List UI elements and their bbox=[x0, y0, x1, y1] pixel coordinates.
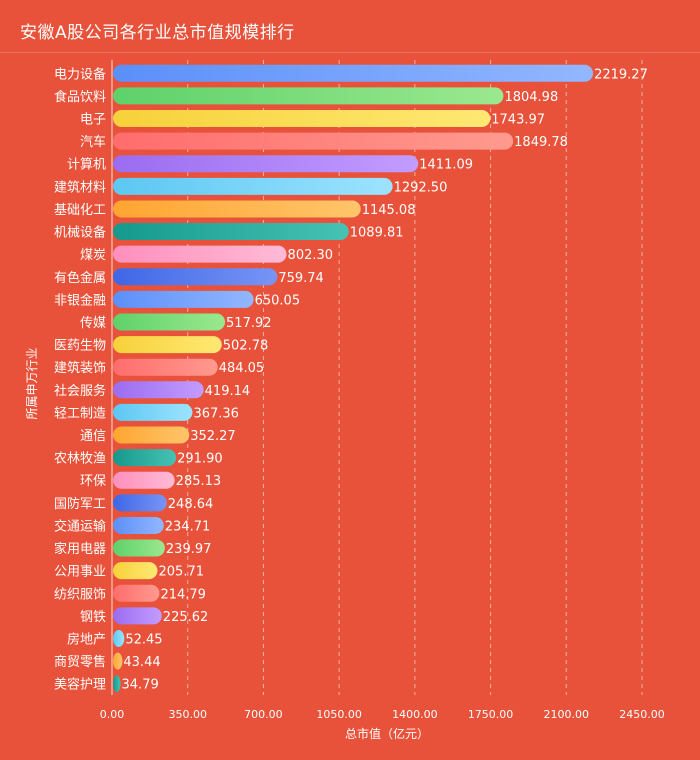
category-label: 国防军工 bbox=[54, 496, 106, 512]
y-axis-title: 所属申万行业 bbox=[25, 347, 39, 419]
bar bbox=[113, 652, 123, 670]
value-label: 291.90 bbox=[177, 452, 223, 467]
value-label: 225.62 bbox=[163, 610, 209, 625]
bar bbox=[113, 629, 125, 647]
category-label: 通信 bbox=[80, 429, 106, 444]
bar bbox=[113, 494, 167, 512]
x-tick-label: 1050.00 bbox=[316, 708, 362, 721]
value-label: 214.79 bbox=[160, 587, 206, 602]
chart-title: 安徽A股公司各行业总市值规模排行 bbox=[20, 23, 295, 43]
value-label: 239.97 bbox=[166, 542, 212, 557]
category-label: 有色金属 bbox=[54, 270, 106, 286]
category-label: 商贸零售 bbox=[54, 654, 106, 670]
value-label: 1089.81 bbox=[350, 226, 404, 241]
bar bbox=[113, 358, 218, 376]
category-label: 煤炭 bbox=[80, 248, 106, 263]
x-tick-label: 1750.00 bbox=[468, 708, 514, 721]
bar bbox=[113, 223, 349, 241]
category-label: 环保 bbox=[80, 474, 106, 489]
value-label: 759.74 bbox=[278, 271, 324, 286]
x-axis-title: 总市值（亿元） bbox=[345, 726, 429, 741]
category-label: 医药生物 bbox=[54, 339, 106, 354]
bar bbox=[113, 584, 160, 602]
category-label: 传媒 bbox=[80, 316, 106, 331]
x-tick-label: 0.00 bbox=[100, 708, 125, 721]
value-label: 34.79 bbox=[122, 678, 159, 693]
value-label: 1292.50 bbox=[394, 180, 448, 195]
value-label: 2219.27 bbox=[594, 67, 648, 82]
bar bbox=[113, 245, 287, 263]
bar bbox=[113, 381, 204, 399]
bar bbox=[113, 200, 361, 218]
bar bbox=[113, 449, 177, 467]
bar bbox=[113, 155, 419, 173]
bar bbox=[113, 607, 162, 625]
bar bbox=[113, 675, 121, 693]
value-label: 367.36 bbox=[193, 406, 239, 421]
value-label: 43.44 bbox=[123, 655, 160, 670]
bar bbox=[113, 64, 594, 82]
bar bbox=[113, 403, 193, 421]
category-label: 公用事业 bbox=[54, 565, 106, 580]
bar bbox=[113, 290, 254, 308]
value-label: 352.27 bbox=[190, 429, 236, 444]
category-label: 汽车 bbox=[80, 134, 106, 150]
value-label: 502.78 bbox=[223, 339, 269, 354]
value-label: 1743.97 bbox=[491, 113, 545, 128]
bar bbox=[113, 268, 278, 286]
value-label: 650.05 bbox=[255, 293, 300, 308]
category-label: 基础化工 bbox=[54, 203, 106, 218]
value-label: 1804.98 bbox=[504, 90, 558, 105]
x-tick-label: 1400.00 bbox=[392, 708, 438, 721]
category-label: 家用电器 bbox=[54, 541, 106, 557]
value-label: 234.71 bbox=[165, 519, 211, 534]
value-label: 419.14 bbox=[205, 384, 251, 399]
x-tick-label: 350.00 bbox=[168, 708, 207, 721]
bar bbox=[113, 110, 491, 128]
bar bbox=[113, 87, 504, 105]
title-divider bbox=[0, 52, 700, 53]
value-label: 52.45 bbox=[125, 632, 162, 647]
category-label: 食品饮料 bbox=[54, 89, 106, 105]
category-label: 纺织服饰 bbox=[54, 587, 106, 602]
value-label: 802.30 bbox=[288, 248, 334, 263]
bar bbox=[113, 471, 175, 489]
bar bbox=[113, 132, 514, 150]
category-label: 房地产 bbox=[67, 631, 106, 647]
category-label: 美容护理 bbox=[54, 677, 106, 693]
category-label: 电力设备 bbox=[54, 66, 106, 82]
category-label: 社会服务 bbox=[54, 383, 106, 399]
x-tick-label: 2100.00 bbox=[544, 708, 590, 721]
category-label: 电子 bbox=[80, 113, 106, 128]
bar bbox=[113, 516, 164, 534]
value-label: 285.13 bbox=[176, 474, 222, 489]
value-label: 205.71 bbox=[159, 565, 205, 580]
category-label: 建筑材料 bbox=[54, 179, 106, 195]
bar bbox=[113, 313, 226, 331]
bar bbox=[113, 177, 393, 195]
category-label: 农林牧渔 bbox=[54, 452, 106, 467]
x-tick-label: 700.00 bbox=[244, 708, 283, 721]
value-label: 248.64 bbox=[168, 497, 214, 512]
bar bbox=[113, 539, 165, 557]
value-label: 1145.08 bbox=[362, 203, 416, 218]
bar bbox=[113, 562, 158, 580]
category-label: 计算机 bbox=[67, 158, 106, 173]
value-label: 484.05 bbox=[219, 361, 265, 376]
category-label: 非银金融 bbox=[54, 292, 106, 308]
category-label: 交通运输 bbox=[54, 518, 106, 534]
x-tick-label: 2450.00 bbox=[619, 708, 665, 721]
bar bbox=[113, 336, 222, 354]
value-label: 1411.09 bbox=[419, 158, 473, 173]
category-label: 机械设备 bbox=[54, 225, 106, 241]
category-label: 建筑装饰 bbox=[54, 360, 106, 376]
bar bbox=[113, 426, 190, 444]
category-label: 钢铁 bbox=[80, 610, 106, 625]
value-label: 517.92 bbox=[226, 316, 272, 331]
value-label: 1849.78 bbox=[514, 135, 568, 150]
category-label: 轻工制造 bbox=[54, 406, 106, 421]
